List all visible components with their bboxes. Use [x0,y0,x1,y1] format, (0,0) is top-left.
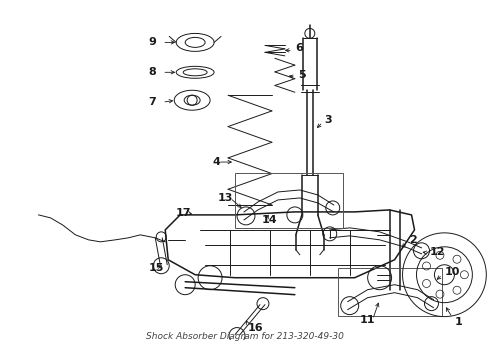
Text: 16: 16 [248,323,264,333]
Text: 7: 7 [148,97,156,107]
Text: 10: 10 [444,267,460,277]
Text: 8: 8 [148,67,156,77]
Text: 12: 12 [429,247,445,257]
Text: 5: 5 [298,70,305,80]
Text: 13: 13 [218,193,233,203]
Text: 11: 11 [360,315,375,325]
Text: 1: 1 [454,316,462,327]
Text: 4: 4 [212,157,220,167]
Text: 3: 3 [325,115,332,125]
Text: 15: 15 [148,263,164,273]
Text: 9: 9 [148,37,156,48]
Text: Shock Absorber Diagram for 213-320-49-30: Shock Absorber Diagram for 213-320-49-30 [146,332,344,341]
Text: 6: 6 [295,43,303,53]
Bar [338,268,442,316]
Bar [235,173,343,228]
Text: 17: 17 [175,208,191,218]
Text: 14: 14 [262,215,277,225]
Text: 2: 2 [410,235,417,245]
